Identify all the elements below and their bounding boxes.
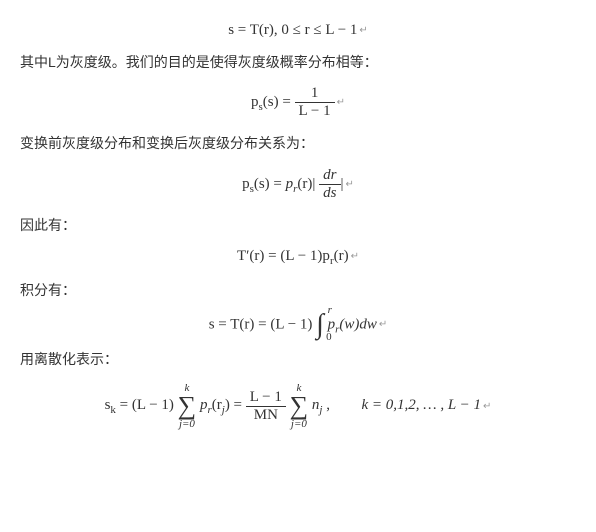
eq3-frac-den: ds	[319, 185, 340, 202]
eq6-pr-end: ) =	[225, 397, 242, 413]
eq5-pr: p	[328, 316, 336, 332]
equation-6: sk = (L − 1) k ∑ j=0 pr(rj) = L − 1 MN k…	[20, 382, 576, 429]
return-marker: ↵	[483, 401, 491, 412]
equation-1: s = T(r), 0 ≤ r ≤ L − 1↵	[20, 22, 576, 39]
eq3-p: p	[242, 176, 250, 192]
integral-symbol: ∫ r 0	[316, 314, 324, 336]
return-marker: ↵	[346, 179, 354, 190]
return-marker: ↵	[337, 97, 345, 108]
eq6-k-range: k = 0,1,2, … , L − 1	[361, 397, 481, 413]
return-marker: ↵	[351, 251, 359, 262]
eq5-lhs: s = T(r) = (L − 1)	[209, 316, 313, 332]
sum-1: k ∑ j=0	[178, 382, 197, 429]
text-line-3: 因此有：	[20, 214, 576, 236]
text-2: 变换前灰度级分布和变换后灰度级分布关系为：	[20, 135, 314, 151]
sum2-sigma: ∑	[290, 394, 309, 417]
text-line-2: 变换前灰度级分布和变换后灰度级分布关系为：	[20, 132, 576, 154]
equation-4: T′(r) = (L − 1)pr(r)↵	[20, 248, 576, 267]
return-marker: ↵	[359, 25, 367, 36]
eq3-pr-arg: (r)|	[297, 176, 315, 192]
text-line-4: 积分有：	[20, 279, 576, 301]
int-upper: r	[328, 306, 332, 315]
int-lower: 0	[326, 333, 332, 342]
eq5-end: (w)dw	[339, 316, 377, 332]
eq3-frac-num: dr	[319, 167, 340, 185]
equation-2: ps(s) = 1 L − 1 ↵	[20, 85, 576, 120]
eq3-mid: (s) =	[254, 176, 286, 192]
text-3: 因此有：	[20, 217, 76, 233]
eq6-pr-arg: (r	[212, 397, 222, 413]
eq3-fraction: dr ds	[319, 167, 340, 202]
text-line-1: 其中L为灰度级。我们的目的是使得灰度级概率分布相等：	[20, 51, 576, 73]
eq6-comma: ,	[322, 397, 330, 413]
eq2-arg: (s) =	[263, 94, 291, 110]
equation-5: s = T(r) = (L − 1) ∫ r 0 pr(w)dw↵	[20, 314, 576, 336]
eq3-end: |	[341, 176, 344, 192]
eq2-den: L − 1	[295, 103, 335, 120]
return-marker: ↵	[379, 319, 387, 330]
sum2-bot: j=0	[290, 418, 309, 430]
eq6-fraction: L − 1 MN	[246, 389, 286, 424]
text-4: 积分有：	[20, 282, 76, 298]
eq2-fraction: 1 L − 1	[295, 85, 335, 120]
eq4-end: (r)	[334, 248, 349, 264]
sum1-bot: j=0	[178, 418, 197, 430]
eq2-num: 1	[295, 85, 335, 103]
eq1-content: s = T(r), 0 ≤ r ≤ L − 1	[228, 22, 357, 38]
eq6-frac-num: L − 1	[246, 389, 286, 407]
sum1-sigma: ∑	[178, 394, 197, 417]
sum-2: k ∑ j=0	[290, 382, 309, 429]
equation-3: ps(s) = pr(r)| dr ds |↵	[20, 167, 576, 202]
text-1: 其中L为灰度级。我们的目的是使得灰度级概率分布相等：	[20, 54, 378, 70]
eq6-mid: = (L − 1)	[116, 397, 174, 413]
text-line-5: 用离散化表示：	[20, 348, 576, 370]
eq4-main: T′(r) = (L − 1)p	[237, 248, 330, 264]
text-5: 用离散化表示：	[20, 351, 118, 367]
eq6-frac-den: MN	[246, 407, 286, 424]
